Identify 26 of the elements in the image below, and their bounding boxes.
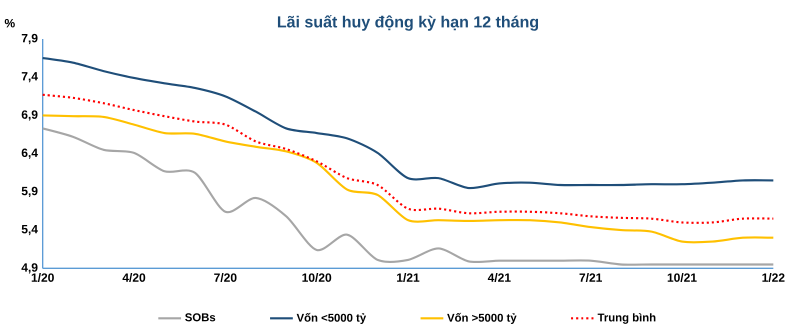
y-axis-title: % (4, 18, 15, 28)
x-tick-label: 10/20 (302, 273, 332, 282)
line-series (42, 94, 774, 224)
x-tick-label: 4/21 (488, 273, 511, 282)
x-tick-label: 7/20 (214, 273, 237, 282)
line-series (42, 127, 774, 266)
x-tick-label: 1/20 (32, 273, 54, 282)
x-tick-label: 1/22 (762, 273, 785, 282)
x-tick-label: 1/21 (397, 273, 420, 282)
y-tick-label: 6,9 (22, 110, 38, 121)
x-tick-label: 10/21 (668, 273, 697, 282)
legend-label: SOBs (185, 313, 216, 322)
y-tick-label: 7,4 (22, 72, 38, 82)
y-tick-label: 4,9 (21, 263, 38, 274)
x-tick-label: 4/20 (122, 273, 146, 282)
legend-label: Trung bình (598, 313, 656, 324)
legend-label: Vốn >5000 tỷ (447, 312, 517, 324)
line-series (42, 57, 774, 190)
line-series (42, 114, 774, 244)
legend-label: Vốn <5000 tỷ (296, 312, 366, 324)
y-tick-label: 7,9 (22, 34, 38, 44)
y-tick-label: 5,9 (22, 186, 38, 197)
y-tick-label: 5,4 (22, 225, 38, 236)
chart-title: Lãi suất huy động kỳ hạn 12 tháng (278, 15, 538, 31)
y-tick-label: 6,4 (22, 148, 38, 159)
x-tick-label: 7/21 (580, 273, 602, 282)
